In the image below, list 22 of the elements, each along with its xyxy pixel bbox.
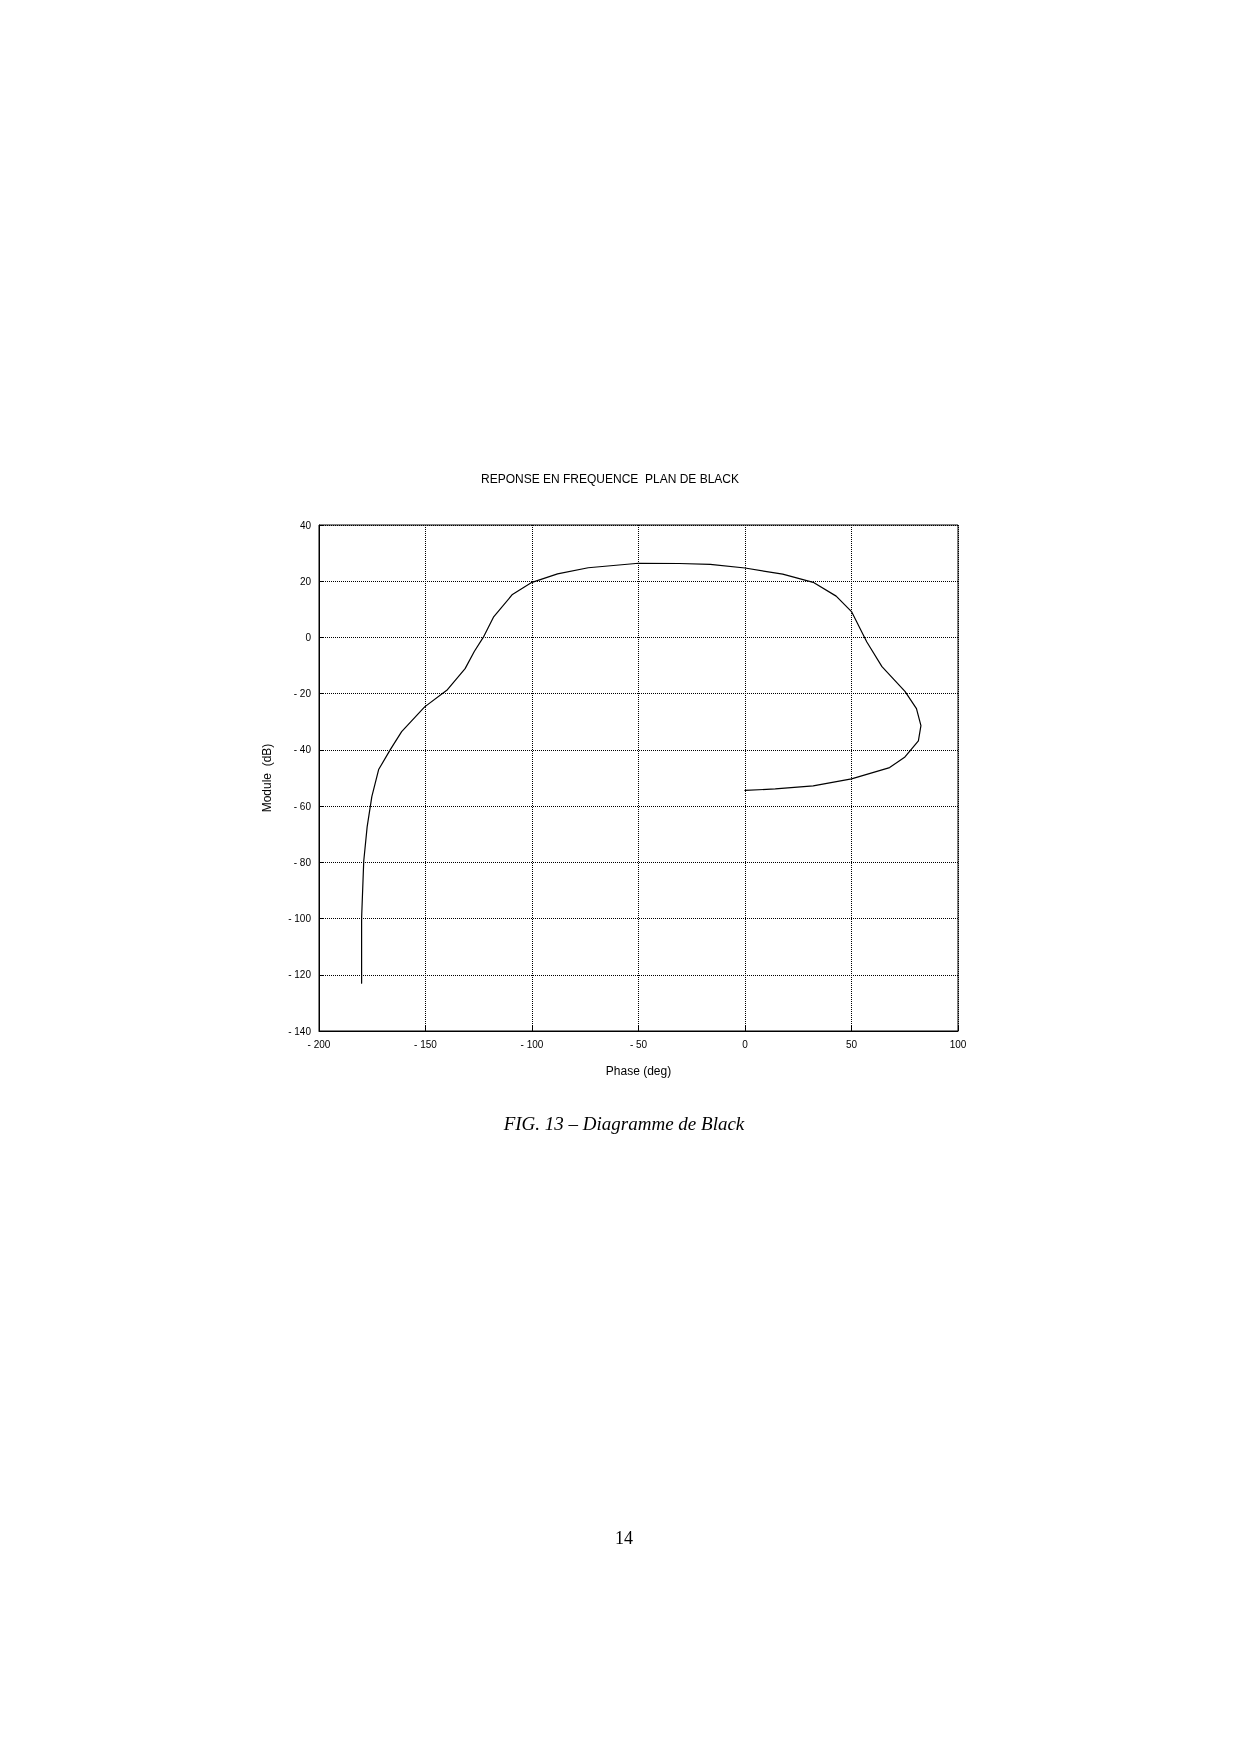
x-tick-label: 0 <box>742 1038 749 1050</box>
x-tick-label: - 50 <box>629 1038 648 1050</box>
y-tick-label: - 40 <box>293 744 312 756</box>
y-axis-title: Module (dB) <box>260 743 274 813</box>
chart-title: REPONSE EN FREQUENCE PLAN DE BLACK <box>480 472 740 486</box>
y-tick-label: - 20 <box>293 688 312 700</box>
y-tick-label: 40 <box>299 519 312 531</box>
y-tick-label: 0 <box>305 631 312 643</box>
x-tick-label: 50 <box>845 1038 858 1050</box>
y-tick-label: - 80 <box>293 856 312 868</box>
y-tick-label: 20 <box>299 575 312 587</box>
x-tick-label: - 200 <box>307 1038 331 1050</box>
x-tick-label: - 100 <box>520 1038 544 1050</box>
text: 14 <box>614 1528 634 1549</box>
y-tick-label: - 140 <box>288 1025 312 1037</box>
x-tick-label: 100 <box>949 1038 967 1050</box>
y-tick-label: - 120 <box>288 969 312 981</box>
y-tick-label: - 60 <box>293 800 312 812</box>
y-tick-label: - 100 <box>288 913 312 925</box>
x-tick-label: - 150 <box>414 1038 438 1050</box>
x-axis-title: Phase (deg) <box>605 1064 672 1078</box>
caption: FIG. 13 – Diagramme de Black <box>502 1113 746 1135</box>
